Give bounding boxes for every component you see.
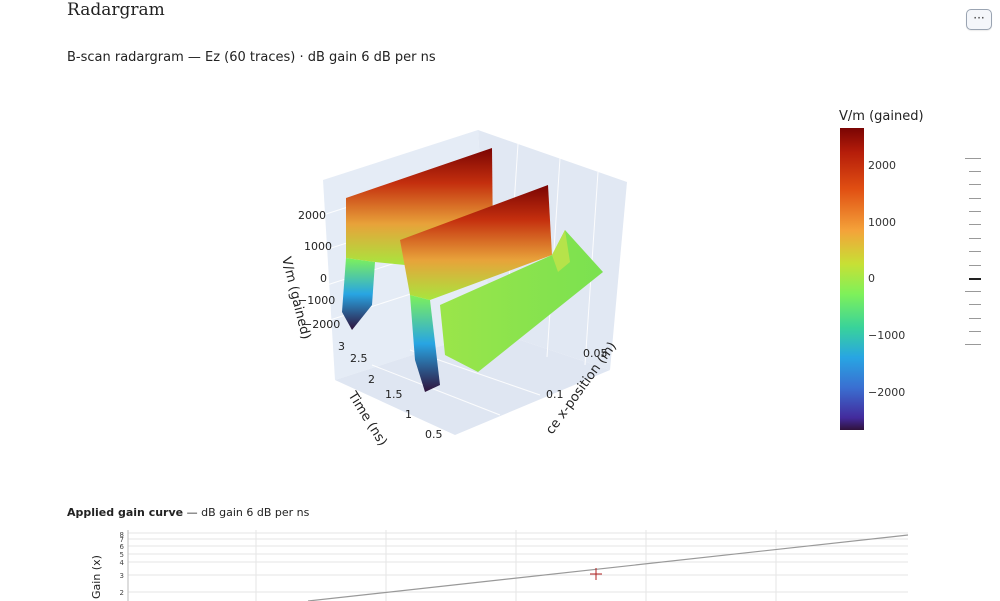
time-tick: 0.5 xyxy=(425,428,443,441)
gain-y-tick: 7 xyxy=(120,536,124,544)
nav-tick[interactable] xyxy=(969,318,981,319)
nav-tick[interactable] xyxy=(969,304,981,305)
colorbar-tick: 0 xyxy=(868,272,875,285)
nav-tick-active[interactable] xyxy=(969,278,981,280)
time-axis-ticks: 3 2.5 2 1.5 1 0.5 xyxy=(338,340,443,441)
colorbar-title: V/m (gained) xyxy=(839,109,924,124)
gain-curve-heading-bold: Applied gain curve xyxy=(67,506,184,519)
time-tick: 1.5 xyxy=(385,388,403,401)
gain-y-tick: 4 xyxy=(120,559,125,567)
nav-tick[interactable] xyxy=(969,265,981,266)
time-tick: 3 xyxy=(338,340,345,353)
nav-tick[interactable] xyxy=(969,224,981,225)
cursor-crosshair-icon xyxy=(590,568,602,580)
nav-tick[interactable] xyxy=(969,331,981,332)
time-tick: 2 xyxy=(368,373,375,386)
colorbar-tick: 1000 xyxy=(868,216,896,229)
gain-y-axis-title: Gain (x) xyxy=(90,555,103,599)
gain-curve-line xyxy=(307,534,909,601)
time-tick: 2.5 xyxy=(350,352,368,365)
colorbar-tick: −1000 xyxy=(868,329,906,342)
nav-tick[interactable] xyxy=(969,251,981,252)
nav-tick[interactable] xyxy=(969,184,981,185)
nav-tick[interactable] xyxy=(969,171,981,172)
colorbar-tick: 2000 xyxy=(868,159,896,172)
colorbar-tick: −2000 xyxy=(868,386,906,399)
x-tick: 0.05 xyxy=(583,347,608,360)
nav-tick[interactable] xyxy=(969,238,981,239)
z-tick: 1000 xyxy=(304,240,332,253)
colorbar xyxy=(840,128,864,430)
gain-y-tick: 2 xyxy=(120,589,124,597)
x-tick: 0.1 xyxy=(546,388,564,401)
nav-tick[interactable] xyxy=(965,291,981,292)
z-axis-ticks: 2000 1000 0 −1000 −2000 xyxy=(298,209,340,331)
more-options-button[interactable]: ··· xyxy=(966,9,992,30)
nav-tick[interactable] xyxy=(965,344,981,345)
z-tick: 0 xyxy=(320,272,327,285)
z-tick: −2000 xyxy=(303,318,340,331)
radargram-3d-plot[interactable]: V/m (gained) Time (ns) ce x-position (m)… xyxy=(0,80,1000,480)
z-tick: −1000 xyxy=(298,294,335,307)
nav-tick[interactable] xyxy=(965,158,981,159)
z-tick: 2000 xyxy=(298,209,326,222)
nav-tick[interactable] xyxy=(969,198,981,199)
chart-subtitle: B-scan radargram — Ez (60 traces) · dB g… xyxy=(67,50,436,65)
time-tick: 1 xyxy=(405,408,412,421)
x-axis-ticks: 0.05 0.1 xyxy=(546,347,608,401)
gain-y-tick: 6 xyxy=(120,543,125,551)
radargram-surface xyxy=(342,148,603,392)
gain-grid xyxy=(128,530,908,601)
gain-y-tick: 3 xyxy=(120,572,124,580)
gain-y-tick: 8 xyxy=(120,531,124,539)
gain-y-tick: 5 xyxy=(120,551,124,559)
page-title: Radargram xyxy=(67,0,165,20)
gain-curve-heading: Applied gain curve — dB gain 6 dB per ns xyxy=(67,506,309,519)
gain-curve-heading-rest: — dB gain 6 dB per ns xyxy=(183,506,310,519)
nav-tick[interactable] xyxy=(969,211,981,212)
gain-y-ticks: 8 7 6 5 4 3 2 xyxy=(120,531,125,597)
gain-curve-chart[interactable]: Gain (x) 8 7 6 5 4 3 2 xyxy=(60,525,930,601)
